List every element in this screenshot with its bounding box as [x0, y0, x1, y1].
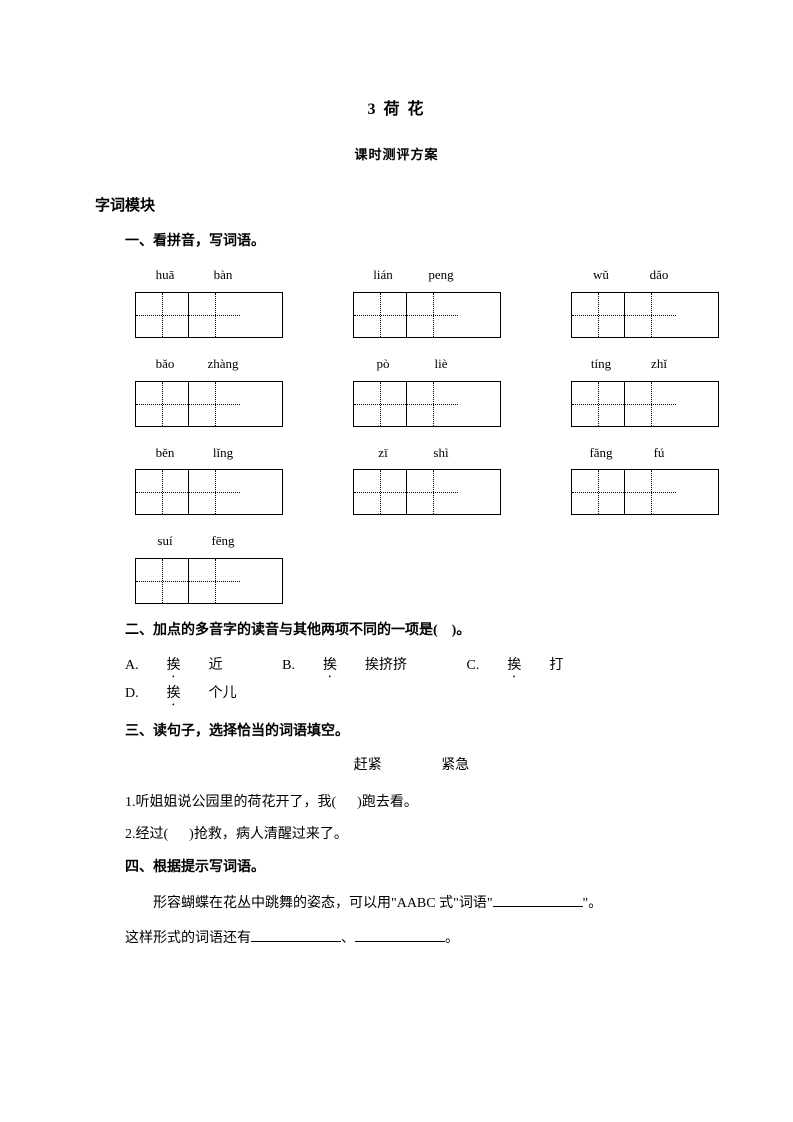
q2-heading: 二、加点的多音字的读音与其他两项不同的一项是( )。	[125, 618, 698, 645]
pinyin: fǎng	[581, 441, 621, 466]
option-a[interactable]: A.挨近	[125, 653, 251, 681]
word-option: 紧急	[441, 753, 469, 780]
pinyin: fēng	[203, 529, 243, 554]
fill-blank[interactable]	[493, 893, 583, 907]
pinyin: huā	[145, 263, 185, 288]
pinyin: liè	[421, 352, 461, 377]
pinyin-grid: huābàn lián peng wǔdǎo bǎo zhàng pòliè tín…	[135, 263, 698, 604]
pinyin: shì	[421, 441, 461, 466]
section-label: 字词模块	[95, 192, 698, 221]
fill-blank[interactable]	[355, 928, 445, 942]
pinyin-item: pòliè	[353, 352, 501, 427]
char-box[interactable]	[353, 381, 501, 427]
q4-line-2: 这样形式的词语还有、。	[125, 924, 698, 955]
pinyin: zī	[363, 441, 403, 466]
char-box[interactable]	[135, 469, 283, 515]
subtitle: 课时测评方案	[95, 143, 698, 168]
char-box[interactable]	[135, 381, 283, 427]
pinyin: peng	[421, 263, 461, 288]
q4-line-1: 形容蝴蝶在花丛中跳舞的姿态，可以用"AABC 式"词语""。	[125, 889, 698, 920]
pinyin-item: suífēng	[135, 529, 283, 604]
pinyin: zhàng	[203, 352, 243, 377]
char-box[interactable]	[353, 292, 501, 338]
pinyin: suí	[145, 529, 185, 554]
pinyin-item: fǎngfú	[571, 441, 719, 516]
q1-heading: 一、看拼音，写词语。	[125, 229, 698, 256]
char-box[interactable]	[353, 469, 501, 515]
word-option: 赶紧	[354, 753, 382, 780]
char-box[interactable]	[571, 381, 719, 427]
pinyin-item: běnlǐng	[135, 441, 283, 516]
pinyin: lián	[363, 263, 403, 288]
pinyin: tíng	[581, 352, 621, 377]
q3-sentence-1: 1.听姐姐说公园里的荷花开了，我( )跑去看。	[125, 790, 698, 817]
pinyin: dǎo	[639, 263, 679, 288]
q4-heading: 四、根据提示写词语。	[125, 855, 698, 882]
q3-heading: 三、读句子，选择恰当的词语填空。	[125, 719, 698, 746]
pinyin: bǎo	[145, 352, 185, 377]
char-box[interactable]	[135, 292, 283, 338]
pinyin-item: huābàn	[135, 263, 283, 338]
char-box[interactable]	[135, 558, 283, 604]
pinyin-item: bǎo zhàng	[135, 352, 283, 427]
q3-sentence-2: 2.经过( )抢救，病人清醒过来了。	[125, 822, 698, 849]
pinyin-item: tíngzhǐ	[571, 352, 719, 427]
option-b[interactable]: B.挨挨挤挤	[282, 653, 435, 681]
pinyin: lǐng	[203, 441, 243, 466]
pinyin: wǔ	[581, 263, 621, 288]
pinyin-item: lián peng	[353, 263, 501, 338]
fill-blank[interactable]	[251, 928, 341, 942]
pinyin-item: wǔdǎo	[571, 263, 719, 338]
lesson-title: 3 荷 花	[95, 95, 698, 125]
char-box[interactable]	[571, 469, 719, 515]
q3-word-bank: 赶紧 紧急	[125, 753, 698, 780]
option-d[interactable]: D.挨个儿	[125, 681, 265, 709]
pinyin: běn	[145, 441, 185, 466]
pinyin: bàn	[203, 263, 243, 288]
pinyin: fú	[639, 441, 679, 466]
pinyin-item: zīshì	[353, 441, 501, 516]
pinyin: zhǐ	[639, 352, 679, 377]
char-box[interactable]	[571, 292, 719, 338]
q2-options: A.挨近 B.挨挨挤挤 C.挨打 D.挨个儿	[125, 653, 698, 709]
option-c[interactable]: C.挨打	[466, 653, 591, 681]
pinyin: pò	[363, 352, 403, 377]
